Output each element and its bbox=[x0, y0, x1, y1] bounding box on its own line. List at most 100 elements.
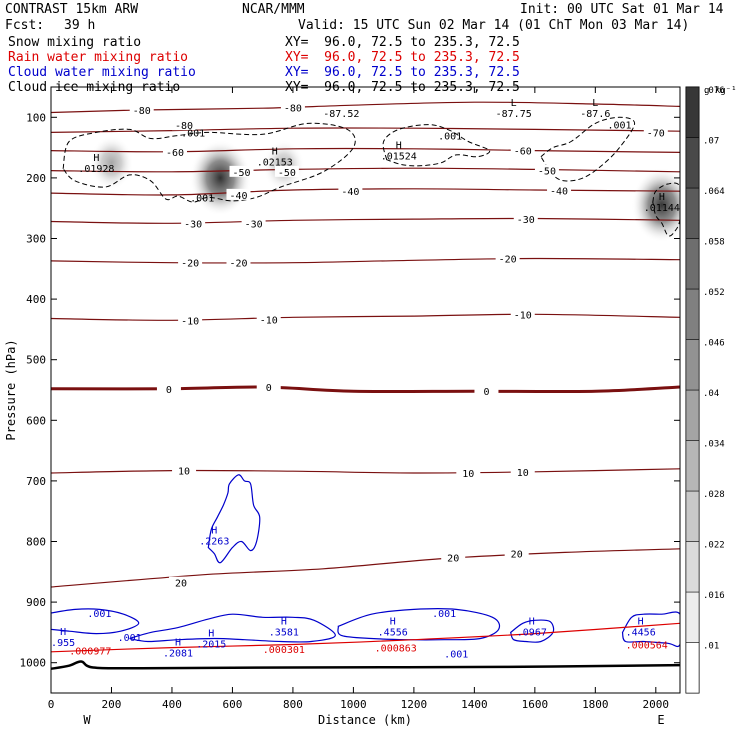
extremum-value: -87.6 bbox=[580, 109, 610, 120]
isotherm-label-bg-24 bbox=[172, 464, 197, 476]
x-tick-label: 1000 bbox=[340, 698, 367, 711]
isotherm-label: -10 bbox=[514, 310, 532, 321]
extremum-value: .4556 bbox=[378, 627, 408, 638]
colorbar-tick-label: .034 bbox=[703, 440, 725, 450]
x-tick-label: 1600 bbox=[522, 698, 549, 711]
contour-value-label: .001 bbox=[438, 131, 462, 142]
isotherm-label-bg-25 bbox=[456, 467, 481, 479]
field-name-cloud-water: Cloud water mixing ratio bbox=[8, 65, 196, 80]
x-tick-label: 400 bbox=[162, 698, 182, 711]
isotherm-label: -20 bbox=[229, 259, 247, 270]
isotherm-0 bbox=[51, 385, 680, 394]
cloud-ice-contour-2 bbox=[540, 116, 636, 182]
extremum-value: .2015 bbox=[196, 639, 226, 650]
colorbar-tick-label: .028 bbox=[703, 490, 725, 500]
extremum-value: .4456 bbox=[626, 627, 656, 638]
extremum-value: .01928 bbox=[78, 164, 114, 175]
contour-value-label: .000977 bbox=[69, 647, 111, 658]
extremum-marker: H bbox=[529, 616, 535, 627]
extremum-marker: H bbox=[390, 616, 396, 627]
extremum-marker: L bbox=[511, 98, 517, 109]
extremum-marker: H bbox=[208, 628, 214, 639]
colorbar-tick-label: .076 bbox=[703, 86, 725, 96]
model-title: CONTRAST 15km ARW bbox=[5, 2, 139, 17]
isotherm--10 bbox=[51, 313, 680, 321]
isotherm-label: -80 bbox=[133, 106, 151, 117]
isotherm-label: -80 bbox=[175, 121, 193, 132]
extremum-value: .3581 bbox=[269, 627, 299, 638]
contour-value-label: .000863 bbox=[375, 644, 417, 655]
extremum-marker: H bbox=[396, 141, 402, 152]
isotherm-label-bg-26 bbox=[510, 465, 535, 477]
isotherm-label-bg-22 bbox=[256, 380, 281, 392]
isotherm-label-bg-18 bbox=[178, 314, 203, 326]
y-tick-label: 800 bbox=[26, 536, 46, 549]
isotherm-label: -60 bbox=[166, 148, 184, 159]
colorbar-swatch-4 bbox=[685, 440, 700, 492]
extremum-marker: H bbox=[60, 627, 66, 638]
x-axis-label: Distance (km) bbox=[318, 713, 412, 727]
x-tick-label: 800 bbox=[283, 698, 303, 711]
extremum-value: -87.75 bbox=[496, 109, 532, 120]
extremum-marker: H bbox=[211, 525, 217, 536]
field-xy-rain: XY= 96.0, 72.5 to 235.3, 72.5 bbox=[285, 50, 520, 65]
extremum-marker: H bbox=[175, 638, 181, 649]
y-tick-label: 700 bbox=[26, 475, 46, 488]
isotherm-label-bg-11 bbox=[547, 184, 572, 196]
cloud-ice-contour-0 bbox=[62, 122, 356, 203]
y-tick-label: 100 bbox=[26, 111, 46, 124]
isotherm-label: 10 bbox=[178, 467, 190, 478]
isotherm-label: -30 bbox=[517, 215, 535, 226]
extremum-marker: H bbox=[281, 616, 287, 627]
isotherm-label-bg-21 bbox=[156, 382, 181, 394]
cloud-ice-contour-3 bbox=[652, 182, 680, 237]
isotherm-label: -50 bbox=[278, 168, 296, 179]
isotherm--40 bbox=[51, 188, 680, 196]
colorbar-tick-label: .01 bbox=[703, 642, 719, 652]
x-tick-label: 0 bbox=[48, 698, 55, 711]
colorbar-swatch-0 bbox=[685, 642, 700, 694]
isotherm-label: -60 bbox=[514, 147, 532, 158]
cloud-water-contour-1 bbox=[51, 608, 140, 635]
plot-frame bbox=[50, 86, 681, 694]
isotherm-label-bg-7 bbox=[274, 165, 299, 177]
isotherm-label: 0 bbox=[266, 383, 272, 394]
extremum-value: .2263 bbox=[199, 536, 229, 547]
isotherm-label-bg-28 bbox=[504, 547, 529, 559]
colorbar-swatch-9 bbox=[685, 187, 700, 239]
cloud-water-contour-2 bbox=[129, 613, 336, 643]
isotherm-label: -30 bbox=[245, 219, 263, 230]
isotherm-label-bg-16 bbox=[226, 256, 251, 268]
isotherm-label: 20 bbox=[447, 553, 459, 564]
isotherm-label-bg-5 bbox=[510, 144, 535, 156]
y-tick-label: 300 bbox=[26, 233, 46, 246]
field-xy-snow: XY= 96.0, 72.5 to 235.3, 72.5 bbox=[285, 35, 520, 50]
y-tick-label: 900 bbox=[26, 596, 46, 609]
extremum-marker: H bbox=[272, 147, 278, 158]
x-tick-label: 1200 bbox=[401, 698, 428, 711]
isotherm-label-bg-13 bbox=[241, 217, 266, 229]
contour-value-label: .001 bbox=[607, 121, 631, 132]
colorbar-swatch-11 bbox=[685, 86, 700, 138]
isotherm-label-bg-10 bbox=[338, 185, 363, 197]
contour-value-label: .000301 bbox=[263, 645, 305, 656]
cloud-water-contour-3 bbox=[337, 608, 501, 641]
extremum-value: .01524 bbox=[381, 152, 417, 163]
isotherm-label-bg-8 bbox=[534, 164, 559, 176]
init-time: Init: 00 UTC Sat 01 Mar 14 bbox=[520, 2, 724, 17]
isotherm-label-bg-23 bbox=[474, 385, 499, 397]
colorbar-swatch-10 bbox=[685, 137, 700, 189]
colorbar-tick-label: .058 bbox=[703, 238, 725, 248]
contour-value-label: .001 bbox=[181, 128, 205, 139]
isotherm-label: -40 bbox=[550, 187, 568, 198]
x-tick-label: 1400 bbox=[461, 698, 488, 711]
colorbar-tick-label: .07 bbox=[703, 137, 719, 147]
west-endpoint-label: W bbox=[83, 713, 91, 727]
isotherm--50 bbox=[51, 167, 680, 173]
isotherm-label: -10 bbox=[260, 316, 278, 327]
extremum-value: .01144 bbox=[644, 203, 680, 214]
extremum-value: .955 bbox=[51, 638, 75, 649]
snow-blob-3 bbox=[631, 167, 680, 243]
y-tick-label: 600 bbox=[26, 414, 46, 427]
isotherm-label: -70 bbox=[647, 128, 665, 139]
